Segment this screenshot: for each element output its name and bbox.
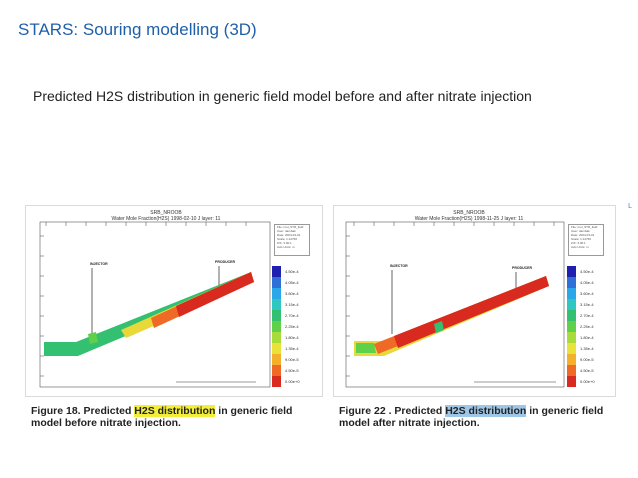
plot-title-variable: Water Mole Fraction(H2S) 1998-02-10 J la… xyxy=(111,216,221,222)
legend-value: 1.80e-4 xyxy=(580,335,594,340)
info-line: Date: 2004-03-01 xyxy=(571,233,595,237)
color-legend: 4.50e-4 4.05e-4 3.60e-4 3.15e-4 2.70e-4 … xyxy=(272,266,312,387)
info-line: User: dambak xyxy=(277,229,296,233)
legend-value: 4.50e-5 xyxy=(580,368,594,373)
legend-value: 1.35e-4 xyxy=(285,346,299,351)
legend-swatch xyxy=(567,277,576,288)
figure-caption: Figure 18. Predicted H2S distribution in… xyxy=(31,405,321,429)
legend-value: 4.05e-4 xyxy=(580,280,594,285)
legend-swatch xyxy=(272,288,281,299)
legend-value: 0.00e+0 xyxy=(580,379,595,384)
legend-swatch xyxy=(567,321,576,332)
legend-swatch xyxy=(272,332,281,343)
legend-value: 0.00e+0 xyxy=(285,379,300,384)
caption-suffix: in generic field model before nitrate in… xyxy=(31,405,293,429)
legend-swatch xyxy=(567,310,576,321)
figure-caption: Figure 22 . Predicted H2S distribution i… xyxy=(339,405,629,429)
slide-edge-mark: L xyxy=(628,203,632,210)
caption-highlight: H2S distribution xyxy=(445,405,527,417)
legend-swatch xyxy=(567,266,576,277)
legend-value: 3.15e-4 xyxy=(285,302,299,307)
info-line: Z/X: 3.00:1 xyxy=(277,241,292,245)
info-line: Scale: 1:12766 xyxy=(571,237,592,241)
legend-swatch xyxy=(567,376,576,387)
slide-subtitle: Predicted H2S distribution in generic fi… xyxy=(33,88,532,104)
plot-title-name: SRB_NROOB xyxy=(453,210,485,216)
plot-info-box: File: nrol_STR_field User: dambak Date: … xyxy=(274,224,310,256)
legend-value: 4.50e-4 xyxy=(285,269,299,274)
caption-highlight: H2S distribution xyxy=(134,405,216,417)
caption-prefix: Figure 18. Predicted xyxy=(31,405,135,417)
producer-label: PRODUCER xyxy=(512,266,533,270)
legend-value: 2.25e-4 xyxy=(285,324,299,329)
legend-value: 1.35e-4 xyxy=(580,346,594,351)
simulation-plot-after: SRB_NROOB Water Mole Fraction(H2S) 1998-… xyxy=(333,205,616,397)
legend-value: 4.50e-4 xyxy=(580,269,594,274)
slide-title: STARS: Souring modelling (3D) xyxy=(18,20,257,39)
legend-value: 3.60e-4 xyxy=(580,291,594,296)
legend-swatch xyxy=(272,266,281,277)
info-line: Date: 2004-03-01 xyxy=(277,233,301,237)
injector-label: INJECTOR xyxy=(390,264,408,268)
legend-swatch xyxy=(567,299,576,310)
caption-suffix: in generic field model after nitrate inj… xyxy=(339,405,604,429)
info-line: Axis Units: m xyxy=(277,245,295,249)
figure-after-injection: SRB_NROOB Water Mole Fraction(H2S) 1998-… xyxy=(333,205,616,441)
legend-swatch xyxy=(272,310,281,321)
legend-swatch xyxy=(272,321,281,332)
plot-title-variable: Water Mole Fraction(H2S) 1998-11-25 J la… xyxy=(414,216,524,222)
legend-value: 9.00e-5 xyxy=(580,357,594,362)
legend-value: 3.15e-4 xyxy=(580,302,594,307)
legend-swatch xyxy=(272,365,281,376)
legend-value: 4.05e-4 xyxy=(285,280,299,285)
legend-value: 9.00e-5 xyxy=(285,357,299,362)
injector-label: INJECTOR xyxy=(90,262,108,266)
info-line: File: nrol_STR_field xyxy=(277,225,304,229)
legend-swatch xyxy=(567,288,576,299)
info-line: Z/X: 3.00:1 xyxy=(571,241,586,245)
plot-info-box: File: nrol_STR_field User: dambak Date: … xyxy=(568,224,604,256)
legend-swatch xyxy=(567,365,576,376)
producer-label: PRODUCER xyxy=(215,260,236,264)
legend-swatch xyxy=(272,277,281,288)
legend-swatch xyxy=(272,299,281,310)
legend-value: 2.25e-4 xyxy=(580,324,594,329)
legend-value: 4.50e-5 xyxy=(285,368,299,373)
legend-swatch xyxy=(272,343,281,354)
simulation-plot-before: SRB_NROOB Water Mole Fraction(H2S) 1998-… xyxy=(25,205,323,397)
figure-before-injection: SRB_NROOB Water Mole Fraction(H2S) 1998-… xyxy=(25,205,323,441)
info-line: User: dambak xyxy=(571,229,590,233)
reservoir-section-svg xyxy=(39,221,271,388)
legend-swatch xyxy=(567,343,576,354)
info-line: File: nrol_STR_field xyxy=(571,225,598,229)
reservoir-section-svg xyxy=(345,221,565,388)
caption-prefix: Figure 22 . Predicted xyxy=(339,405,446,417)
legend-value: 2.70e-4 xyxy=(580,313,594,318)
legend-swatch xyxy=(272,354,281,365)
plot-title-name: SRB_NROOB xyxy=(150,210,182,216)
legend-value: 2.70e-4 xyxy=(285,313,299,318)
legend-swatch xyxy=(272,376,281,387)
legend-value: 1.80e-4 xyxy=(285,335,299,340)
info-line: Scale: 1:12766 xyxy=(277,237,298,241)
info-line: Axis Units: m xyxy=(571,245,589,249)
legend-swatch xyxy=(567,354,576,365)
legend-swatch xyxy=(567,332,576,343)
legend-value: 3.60e-4 xyxy=(285,291,299,296)
color-legend: 4.50e-4 4.05e-4 3.60e-4 3.15e-4 2.70e-4 … xyxy=(567,266,607,387)
